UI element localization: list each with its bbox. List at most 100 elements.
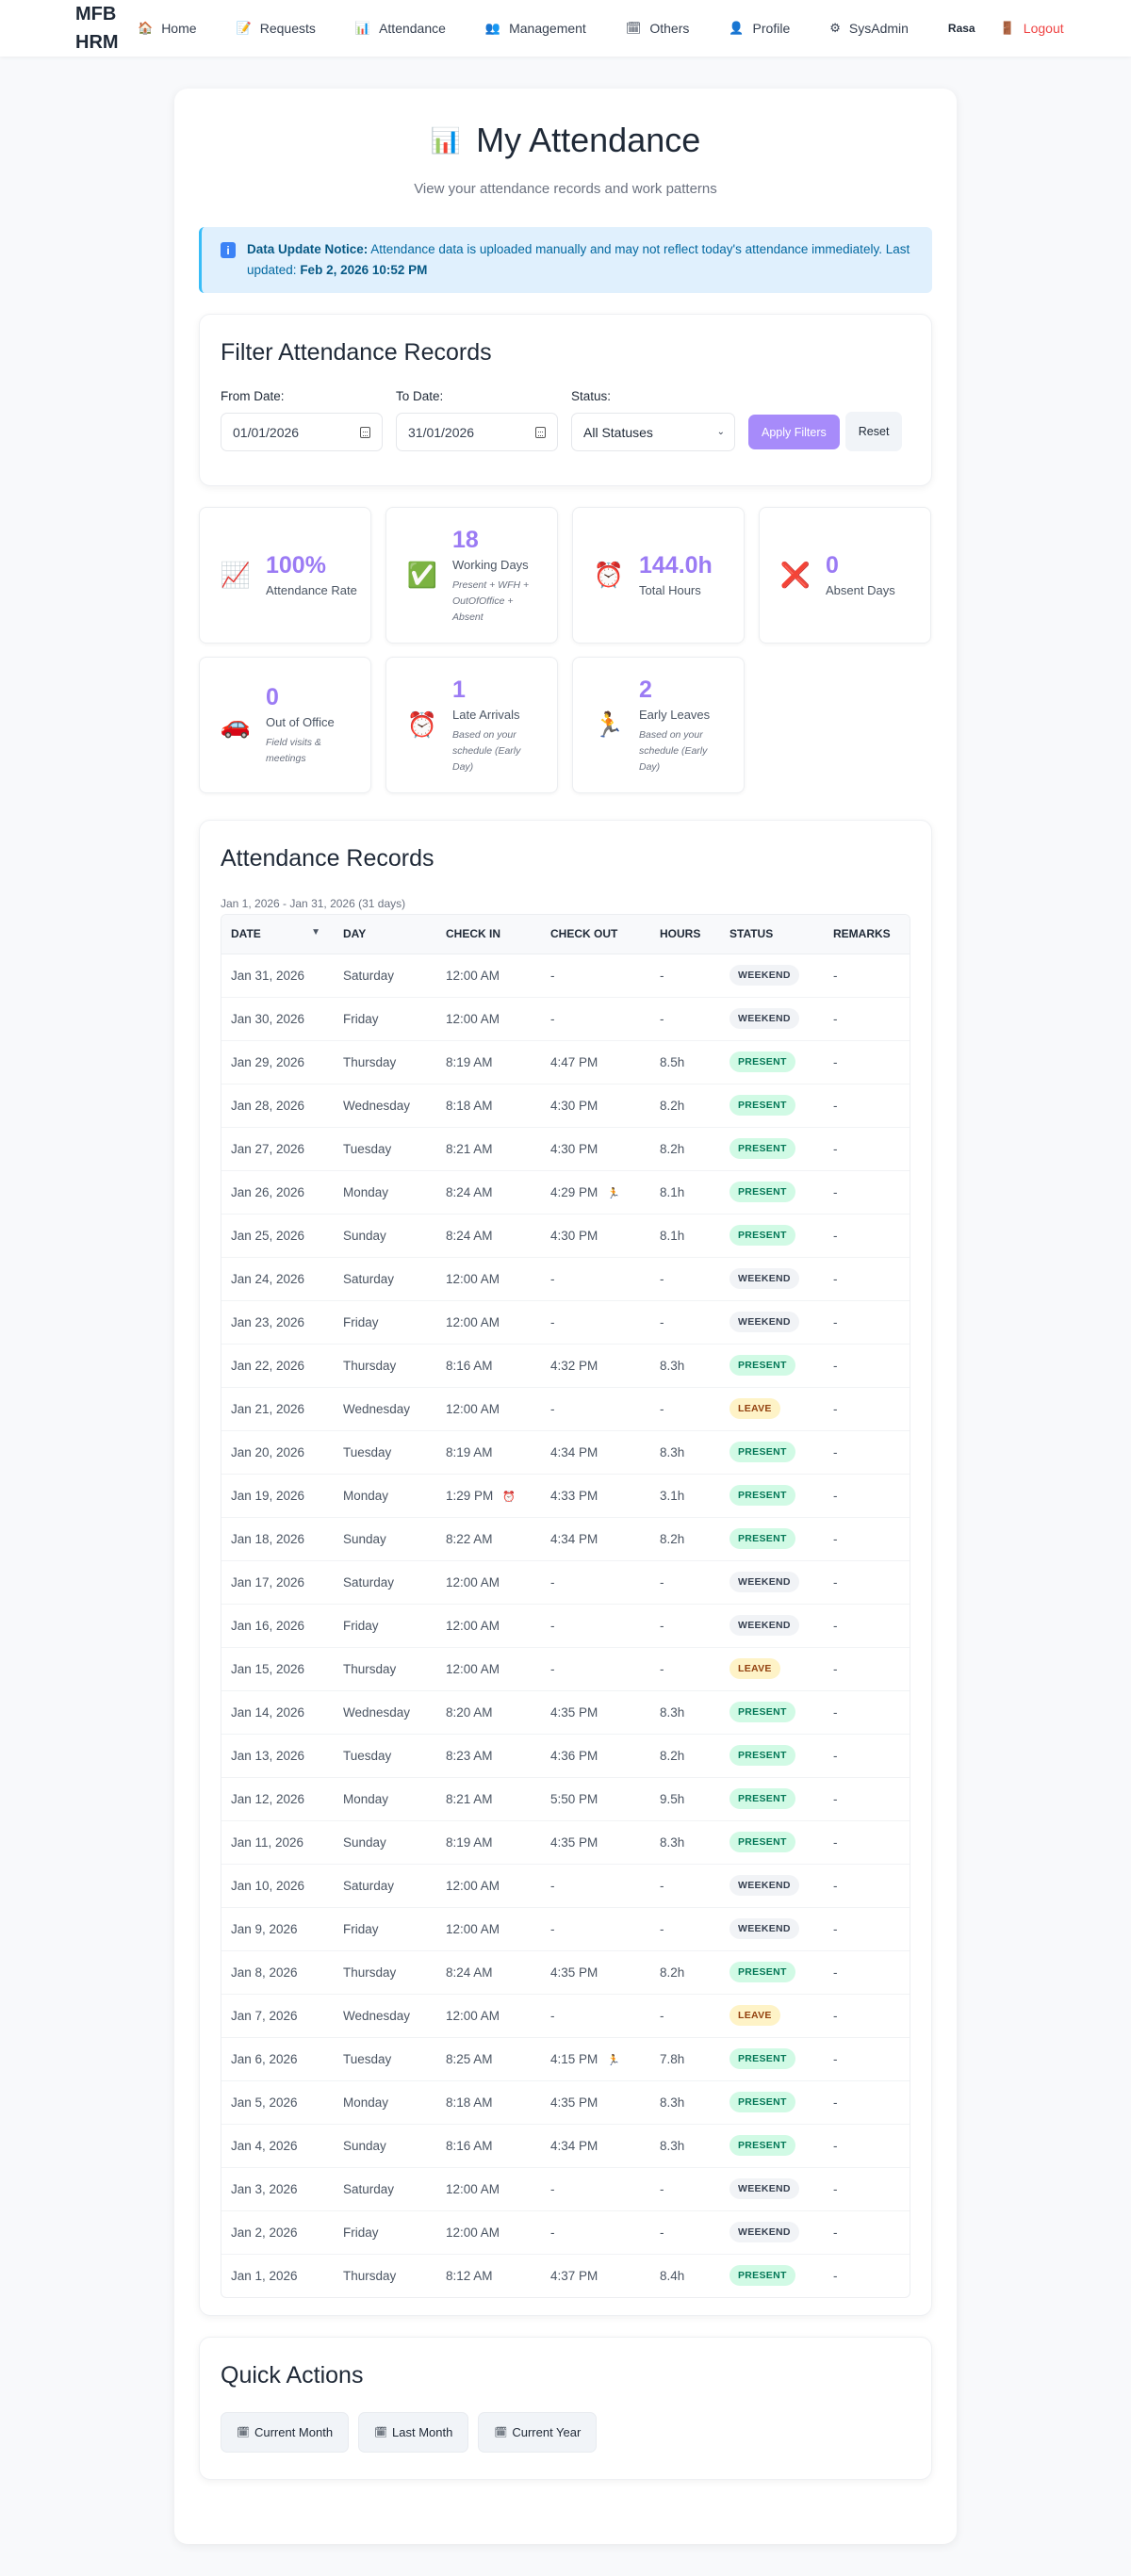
quick-action-current-year-button[interactable]: 🗓 Current Year [478, 2412, 598, 2453]
cell-status: WEEKEND [720, 954, 824, 998]
cell-date: Jan 26, 2026 [221, 1170, 334, 1215]
cell-day: Monday [334, 1170, 436, 1215]
nav-item-profile[interactable]: 👤 Profile [729, 21, 790, 36]
door-icon: 🚪 [999, 21, 1015, 35]
check-out-time: 4:37 PM [550, 2268, 598, 2283]
cell-hours: - [650, 2210, 720, 2255]
table-row: Jan 25, 2026 Sunday 8:24 AM 4:30 PM 8.1h… [221, 1214, 910, 1258]
brand-logo[interactable]: MFB HRM [75, 4, 119, 53]
cell-check-in: 12:00 AM [436, 1387, 541, 1431]
quick-action-label: Current Month [254, 2425, 334, 2439]
cell-check-in: 8:16 AM [436, 1344, 541, 1388]
table-row: Jan 15, 2026 Thursday 12:00 AM - - LEAVE… [221, 1647, 910, 1691]
table-row: Jan 19, 2026 Monday 1:29 PM ⏰ 4:33 PM 3.1… [221, 1474, 910, 1518]
nav-item-others[interactable]: 🗓 Others [626, 21, 690, 36]
cell-check-in: 12:00 AM [436, 954, 541, 998]
cell-remarks: - [824, 1214, 910, 1258]
cell-date: Jan 20, 2026 [221, 1430, 334, 1475]
nav-item-home[interactable]: 🏠 Home [138, 21, 197, 36]
column-header-day: DAY [334, 915, 436, 954]
cell-check-out: - [541, 2167, 650, 2211]
status-select[interactable]: All Statuses ⌄ [571, 413, 735, 451]
notice-body: Attendance data is uploaded manually and… [247, 242, 910, 277]
column-header-date[interactable]: DATE ▼ [221, 915, 334, 954]
stat-value: 2 [639, 676, 652, 703]
reset-button[interactable]: Reset [844, 412, 903, 451]
table-row: Jan 10, 2026 Saturday 12:00 AM - - WEEKE… [221, 1864, 910, 1908]
table-row: Jan 29, 2026 Thursday 8:19 AM 4:47 PM 8.… [221, 1040, 910, 1084]
status-badge: WEEKEND [729, 1615, 799, 1636]
cell-status: PRESENT [720, 1474, 824, 1518]
cell-date: Jan 16, 2026 [221, 1604, 334, 1648]
quick-action-current-month-button[interactable]: 🗓 Current Month [221, 2412, 350, 2453]
stat-value: 1 [452, 676, 466, 703]
cell-check-in: 8:18 AM [436, 1084, 541, 1128]
calendar-picker-icon[interactable] [535, 426, 546, 438]
cell-remarks: - [824, 1864, 910, 1908]
status-badge: WEEKEND [729, 1268, 799, 1289]
home-icon: 🏠 [138, 21, 154, 35]
cell-check-out: - [541, 997, 650, 1041]
check-in-time: 8:19 AM [446, 1054, 493, 1069]
cell-day: Wednesday [334, 1994, 436, 2038]
calendar-icon: 🗓 [237, 2427, 250, 2438]
cell-remarks: - [824, 1647, 910, 1691]
to-date-input[interactable]: 31/01/2026 [396, 413, 558, 451]
stat-note: Field visits & meetings [266, 737, 321, 764]
check-out-time: 4:29 PM [550, 1184, 598, 1199]
status-badge: PRESENT [729, 1788, 795, 1809]
cell-date: Jan 7, 2026 [221, 1994, 334, 2038]
cell-date: Jan 10, 2026 [221, 1864, 334, 1908]
cell-check-out: - [541, 1647, 650, 1691]
status-badge: WEEKEND [729, 1875, 799, 1896]
cell-check-out: 4:34 PM [541, 1517, 650, 1561]
cell-status: PRESENT [720, 1040, 824, 1084]
cell-remarks: - [824, 1430, 910, 1475]
status-badge: WEEKEND [729, 965, 799, 986]
check-in-time: 8:23 AM [446, 1748, 493, 1763]
cell-date: Jan 23, 2026 [221, 1300, 334, 1345]
cell-hours: - [650, 1300, 720, 1345]
column-header-remarks: REMARKS [824, 915, 910, 954]
cell-status: PRESENT [720, 1734, 824, 1778]
cell-day: Friday [334, 997, 436, 1041]
cell-hours: - [650, 1560, 720, 1605]
cell-check-out: - [541, 1300, 650, 1345]
nav-item-attendance[interactable]: 📊 Attendance [355, 21, 446, 36]
cell-hours: 8.2h [650, 1734, 720, 1778]
cell-day: Friday [334, 1604, 436, 1648]
check-out-time: 4:33 PM [550, 1488, 598, 1503]
quick-action-last-month-button[interactable]: 🗓 Last Month [358, 2412, 469, 2453]
nav-item-management[interactable]: 👥 Management [485, 21, 586, 36]
from-date-input[interactable]: 01/01/2026 [221, 413, 383, 451]
stat-card-late-arrivals: ⏰ 1 Late Arrivals Based on your schedule… [385, 657, 558, 793]
cell-check-out: 4:35 PM [541, 1690, 650, 1735]
check-out-time: - [550, 1314, 555, 1329]
info-icon: i [221, 242, 236, 258]
cell-status: PRESENT [720, 1950, 824, 1995]
check-out-time: 4:30 PM [550, 1141, 598, 1156]
cell-date: Jan 18, 2026 [221, 1517, 334, 1561]
cell-status: PRESENT [720, 1430, 824, 1475]
chevron-down-icon: ⌄ [716, 427, 725, 437]
check-in-time: 12:00 AM [446, 1011, 500, 1026]
logout-label: Logout [1023, 21, 1064, 36]
cell-remarks: - [824, 1257, 910, 1301]
check-out-time: 4:30 PM [550, 1228, 598, 1243]
nav-item-sysadmin[interactable]: ⚙ SysAdmin [829, 21, 909, 36]
notice-text: Data Update Notice: Attendance data is u… [247, 239, 913, 281]
cell-remarks: - [833, 2268, 838, 2283]
cell-hours: 9.5h [650, 1777, 720, 1821]
table-row: Jan 9, 2026 Friday 12:00 AM - - WEEKEND … [221, 1907, 910, 1951]
alarm-clock-icon: ⏰ [406, 710, 438, 739]
sort-descending-icon[interactable]: ▼ [311, 927, 320, 938]
cell-date: Jan 9, 2026 [221, 1907, 334, 1951]
cell-status: PRESENT [720, 1214, 824, 1258]
table-row: Jan 20, 2026 Tuesday 8:19 AM 4:34 PM 8.3… [221, 1430, 910, 1475]
check-in-time: 8:12 AM [446, 2268, 493, 2283]
cell-check-out: 4:37 PM [541, 2254, 650, 2297]
nav-item-requests[interactable]: 📝 Requests [237, 21, 316, 36]
calendar-picker-icon[interactable] [360, 426, 370, 438]
apply-filters-button[interactable]: Apply Filters [748, 415, 840, 449]
logout-link[interactable]: 🚪 Logout [1000, 21, 1064, 36]
